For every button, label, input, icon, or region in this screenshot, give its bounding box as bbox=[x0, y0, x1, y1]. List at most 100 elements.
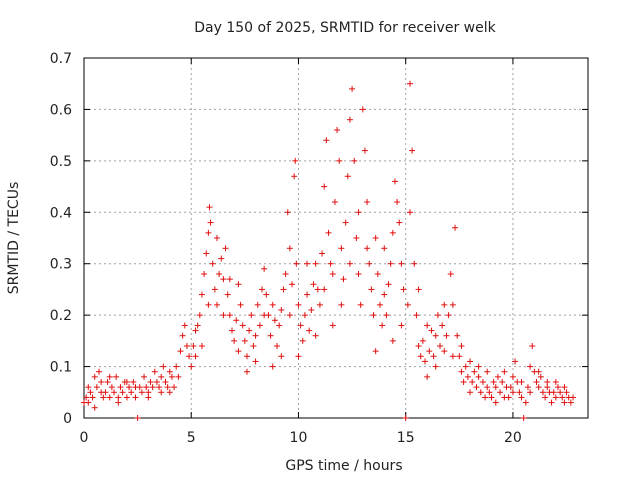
data-point bbox=[278, 353, 285, 360]
data-point bbox=[527, 389, 534, 396]
data-point bbox=[319, 250, 326, 257]
data-point bbox=[312, 332, 319, 339]
data-point bbox=[477, 389, 484, 396]
y-tick-label: 0.5 bbox=[50, 154, 72, 170]
data-point bbox=[419, 337, 426, 344]
data-point bbox=[445, 312, 452, 319]
data-point bbox=[426, 348, 433, 355]
data-point bbox=[316, 301, 323, 308]
data-point bbox=[254, 301, 261, 308]
data-point bbox=[368, 286, 375, 293]
data-point bbox=[222, 245, 229, 252]
data-point bbox=[396, 219, 403, 226]
data-point bbox=[235, 348, 242, 355]
data-point bbox=[381, 245, 388, 252]
data-point bbox=[138, 389, 145, 396]
data-point bbox=[353, 235, 360, 241]
data-point bbox=[243, 353, 250, 360]
data-point bbox=[389, 229, 396, 236]
data-point bbox=[443, 332, 450, 339]
data-point bbox=[226, 312, 233, 319]
data-point bbox=[233, 317, 240, 324]
data-point bbox=[177, 348, 184, 355]
y-tick-label: 0 bbox=[63, 411, 72, 427]
tick-labels: 0 0.1 0.2 0.3 0.4 0.5 0.6 0.7 0 5 10 15 20 bbox=[50, 51, 522, 446]
data-point bbox=[192, 353, 199, 360]
data-point bbox=[325, 229, 332, 236]
data-point bbox=[91, 404, 98, 411]
y-tick-label: 0.6 bbox=[50, 102, 72, 118]
data-point bbox=[304, 291, 311, 298]
data-point bbox=[93, 384, 100, 391]
data-point bbox=[424, 373, 431, 380]
data-point bbox=[559, 394, 566, 401]
data-point bbox=[108, 384, 115, 391]
data-point bbox=[295, 353, 302, 360]
data-point bbox=[293, 260, 300, 267]
data-point bbox=[145, 394, 152, 401]
data-point bbox=[351, 157, 358, 164]
data-point bbox=[226, 276, 233, 283]
data-point bbox=[132, 384, 139, 391]
data-point bbox=[398, 322, 405, 329]
data-point bbox=[344, 173, 351, 180]
data-point bbox=[387, 260, 394, 267]
data-point bbox=[458, 368, 465, 375]
data-point bbox=[278, 307, 285, 313]
data-point bbox=[284, 209, 291, 216]
data-point bbox=[269, 301, 276, 308]
data-point bbox=[492, 384, 499, 391]
data-point bbox=[304, 260, 311, 267]
data-point bbox=[400, 286, 407, 293]
data-point bbox=[85, 384, 92, 391]
data-point bbox=[220, 276, 227, 283]
data-point bbox=[535, 368, 542, 375]
data-point bbox=[449, 301, 456, 308]
grid-lines bbox=[84, 58, 588, 418]
data-point bbox=[490, 379, 497, 385]
data-point bbox=[166, 368, 173, 375]
data-point bbox=[201, 271, 208, 277]
data-point bbox=[338, 301, 345, 308]
data-point bbox=[104, 379, 111, 385]
data-point bbox=[297, 322, 304, 329]
data-point bbox=[194, 322, 201, 329]
data-point bbox=[314, 286, 321, 293]
data-point bbox=[243, 368, 250, 375]
data-point bbox=[385, 281, 392, 288]
data-point bbox=[406, 80, 413, 87]
data-point bbox=[192, 327, 199, 334]
data-point bbox=[359, 106, 366, 113]
data-point bbox=[153, 379, 160, 385]
plot-frame bbox=[83, 57, 589, 419]
data-point bbox=[183, 343, 190, 349]
y-tick-label: 0.1 bbox=[50, 360, 72, 376]
data-point bbox=[355, 209, 362, 216]
data-point bbox=[206, 204, 213, 211]
data-point bbox=[162, 379, 169, 385]
data-point bbox=[334, 127, 341, 133]
data-point bbox=[364, 245, 371, 252]
data-point bbox=[323, 137, 330, 144]
data-point bbox=[357, 301, 364, 308]
data-point bbox=[235, 281, 242, 288]
data-point bbox=[301, 312, 308, 319]
x-tick-label: 20 bbox=[504, 430, 522, 446]
data-point bbox=[398, 260, 405, 267]
data-point bbox=[452, 224, 459, 231]
data-point bbox=[447, 271, 454, 277]
data-point bbox=[467, 358, 474, 365]
data-point bbox=[471, 368, 478, 375]
data-point bbox=[329, 271, 336, 277]
data-point bbox=[415, 343, 422, 349]
x-axis-label: GPS time / hours bbox=[285, 458, 402, 474]
data-point bbox=[529, 343, 536, 349]
data-point bbox=[130, 379, 137, 385]
data-point bbox=[413, 312, 420, 319]
data-point bbox=[550, 389, 557, 396]
data-point bbox=[248, 312, 255, 319]
data-point bbox=[535, 384, 542, 391]
data-point bbox=[494, 373, 501, 380]
data-point bbox=[168, 373, 175, 380]
